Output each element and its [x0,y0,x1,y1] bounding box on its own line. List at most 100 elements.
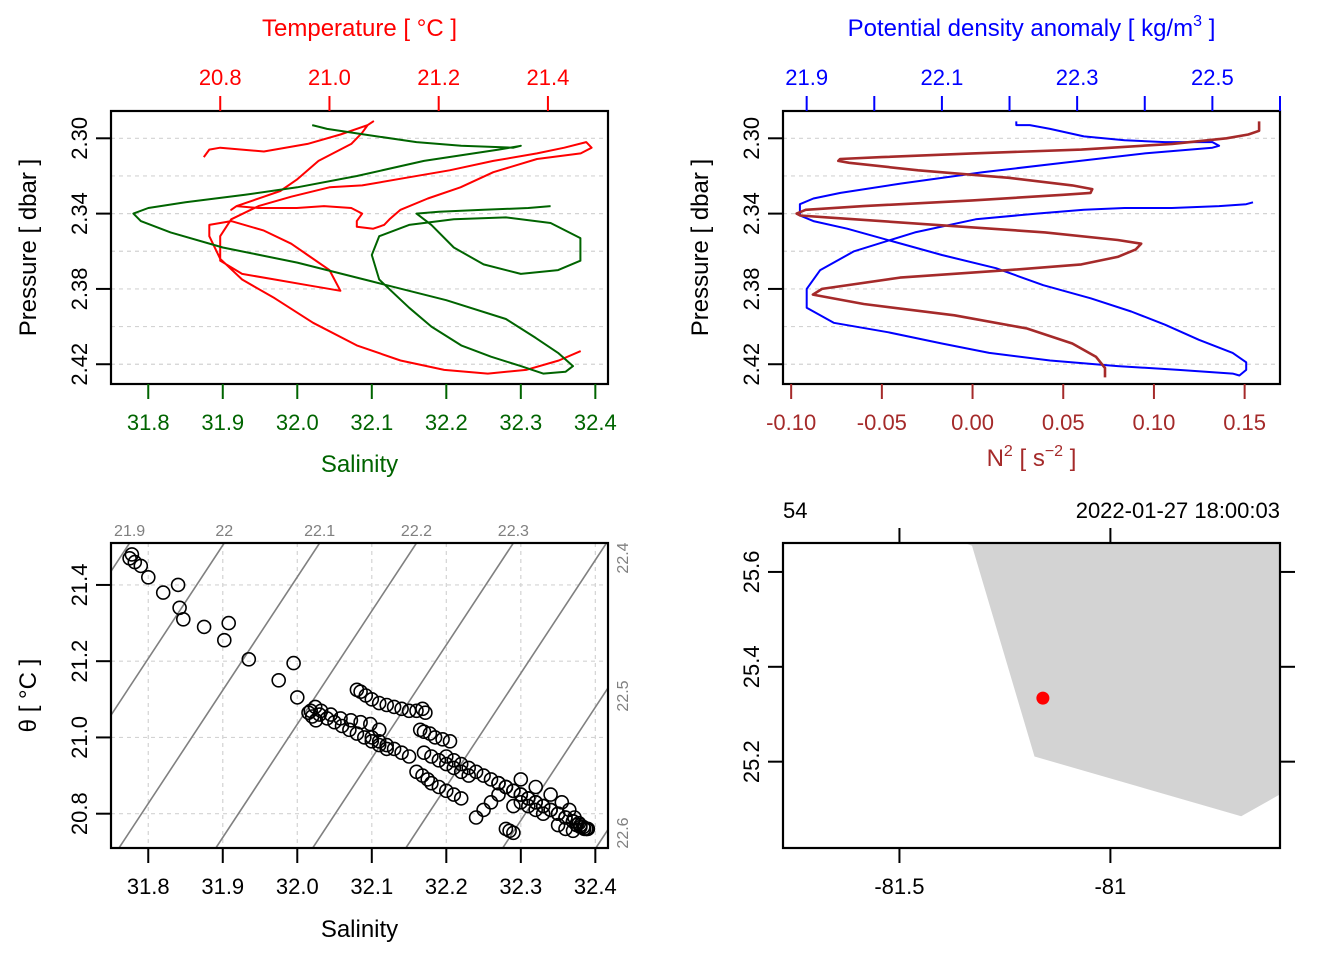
data-point [431,779,447,795]
top-tick-label: 21.4 [527,65,570,90]
y-tick-label: 2.34 [739,192,764,235]
y-tick-label: 2.42 [739,343,764,386]
x-tick-label: 31.9 [201,410,244,435]
data-point [364,730,380,745]
data-point [438,749,454,764]
isopycnal-line [111,543,225,717]
isopycnal-line [312,543,515,848]
data-point [416,745,432,761]
x-tick-label: -0.05 [857,410,907,435]
top-tick-label: 21.0 [308,65,351,90]
data-point [468,810,484,825]
y-tick-label: 20.8 [67,792,92,835]
data-point [558,821,573,837]
data-point [420,772,436,787]
data-point [550,817,566,833]
data-point [506,783,521,799]
data-point [124,547,140,562]
x-tick-label: 32.2 [425,410,468,435]
x-tick-label: 32.2 [425,874,468,899]
data-point [333,711,348,726]
x-tick-label: 0.15 [1223,410,1266,435]
data-point [424,749,439,764]
plot-frame [109,541,610,850]
data-point [543,787,558,802]
x-tick-label: -81 [1094,874,1126,899]
data-point [170,577,186,593]
density-line [798,121,1254,377]
data-point [491,775,506,791]
top-tick-label: 22.1 [920,65,963,90]
y-tick-label: 25.6 [739,551,764,594]
top-tick-label: 21.2 [417,65,460,90]
y-axis-title: Pressure [ dbar ] [687,159,714,336]
data-point [513,772,529,787]
x-tick-label: 31.8 [127,410,170,435]
data-point [221,615,236,631]
data-point [476,768,491,783]
data-point [409,703,424,719]
x-tick-label: 32.4 [574,874,617,899]
data-point [133,558,149,574]
x-tick-label: 31.9 [201,874,244,899]
isopycnal-line [215,543,418,848]
panel-station-map: 25.2 25.4 25.6 -81.5 -81 54 2022-01-27 18:00:0… [739,498,1295,899]
x-tick-label: 32.4 [574,410,617,435]
y-tick-label: 25.4 [739,645,764,688]
x-tick-label: 0.10 [1133,410,1176,435]
data-point [427,730,443,745]
data-point [271,672,287,688]
panel-temperature-salinity-profile: 2.30 2.34 2.38 2.42 20.8 21.0 21.2 21.4 31.8 31.9… [15,15,617,478]
y-tick-label: 2.42 [67,343,92,386]
plot-frame [781,109,1282,386]
data-point [313,703,329,719]
data-point [506,825,521,841]
x-tick-label: 32.0 [276,874,319,899]
station-id-label: 54 [783,498,807,523]
data-point [535,798,551,814]
data-point [371,695,387,711]
data-point [364,691,380,707]
bottom-axis-title: N2 [ s−2 ] [987,443,1077,472]
isopycnal-group [111,543,608,848]
data-point [416,724,432,740]
y-tick-label: 25.2 [739,740,764,783]
data-point [364,733,380,749]
data-point [506,798,521,814]
data-point [528,802,544,818]
y-tick-label: 21.4 [67,564,92,607]
data-point [196,619,212,635]
n2-line [795,121,1261,378]
top-tick-label: 21.9 [785,65,828,90]
data-point [379,737,395,753]
isopycnal-label-top: 22.1 [304,523,335,540]
isopycnal-label-top: 22 [215,523,233,540]
isopycnal-label-right: 22.4 [615,542,632,573]
data-point [446,760,462,776]
data-point [371,737,387,753]
data-point [379,697,395,713]
top-tick-label: 22.5 [1191,65,1234,90]
data-point [386,699,402,715]
y-axis-title: θ [ °C ] [15,659,42,733]
isopycnal-line [405,543,608,848]
y-tick-label: 2.30 [739,117,764,160]
data-point [356,730,372,745]
isopycnal-label-top: 22.3 [498,523,529,540]
data-point [379,741,395,757]
data-point [561,802,577,818]
data-point [461,760,477,776]
data-point [155,585,171,600]
y-tick-label: 2.38 [67,268,92,311]
data-point [461,768,477,783]
x-tick-label: 32.1 [350,874,393,899]
data-point [141,569,156,585]
data-point [289,690,305,705]
y-tick-label: 21.2 [67,640,92,683]
x-tick-label: 0.00 [951,410,994,435]
isopycnal-line [502,686,608,848]
data-point [386,741,402,757]
isopycnal-label-right: 22.6 [615,817,632,848]
data-point [483,772,499,787]
data-point [453,791,469,806]
